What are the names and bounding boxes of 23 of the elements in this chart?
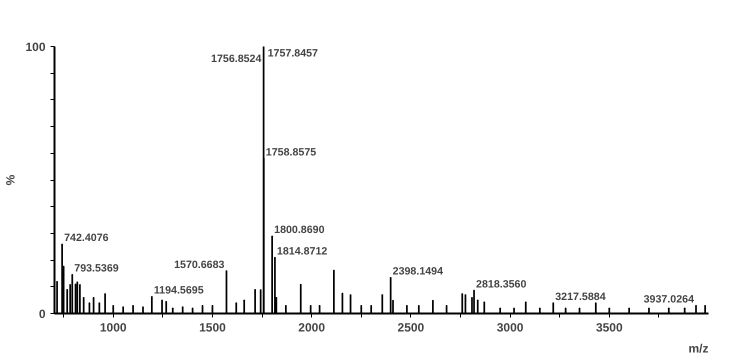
annotation: 1757.8457 <box>268 48 318 60</box>
y-axis-title: % <box>3 174 18 186</box>
x-axis-title: m/z <box>688 342 709 356</box>
annotation: 1800.8690 <box>274 224 325 236</box>
x-tick-label: 2000 <box>298 320 326 334</box>
annotation: 2818.3560 <box>476 278 526 290</box>
annotation: 742.4076 <box>64 232 109 244</box>
y-tick-label: 0 <box>38 307 46 321</box>
annotation: 793.5369 <box>74 262 119 275</box>
annotation: 3937.0264 <box>644 293 694 306</box>
annotation: 1756.8524 <box>211 53 262 66</box>
annotation: 1758.8575 <box>266 146 316 159</box>
x-tick-label: 2500 <box>398 320 425 334</box>
x-tick-label: 1000 <box>100 320 127 334</box>
annotation: 2398.1494 <box>392 265 444 278</box>
annotation: 1814.8712 <box>276 245 328 258</box>
annotation: 1194.5695 <box>154 284 204 297</box>
x-tick-label: 3000 <box>496 320 524 334</box>
x-tick-label: 1500 <box>199 320 226 334</box>
annotation: 1570.6683 <box>174 258 225 271</box>
x-tick-label: 3500 <box>596 320 623 334</box>
y-tick-label: 100 <box>25 40 46 54</box>
annotation: 3217.5884 <box>555 290 606 303</box>
